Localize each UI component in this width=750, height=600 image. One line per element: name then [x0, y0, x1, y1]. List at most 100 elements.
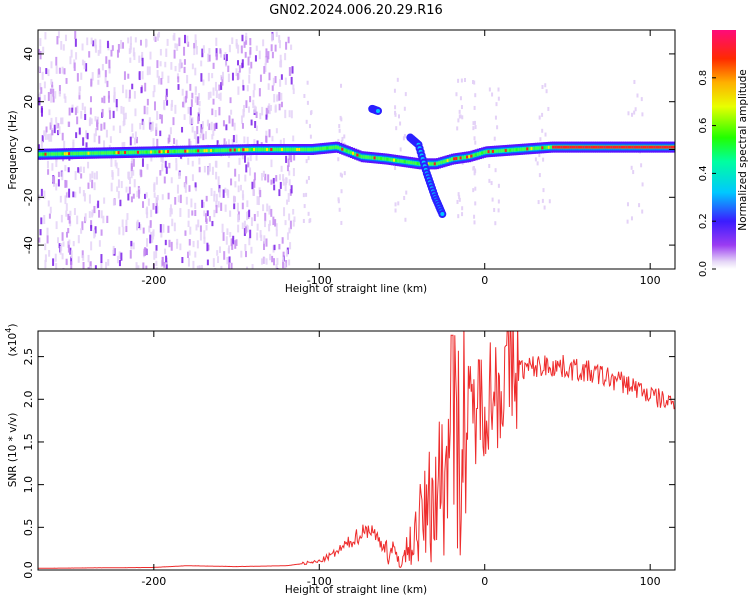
- ridge-cell: [513, 148, 517, 152]
- noise-cell: [164, 61, 167, 68]
- ridge-cell: [438, 161, 442, 165]
- noise-cell: [52, 258, 55, 266]
- ridge-peak: [162, 150, 166, 154]
- noise-cell: [473, 214, 476, 219]
- noise-cell: [146, 163, 149, 170]
- noise-cell: [226, 256, 229, 265]
- noise-cell: [222, 232, 225, 241]
- noise-cell: [83, 193, 86, 202]
- noise-cell: [204, 131, 207, 140]
- noise-cell: [41, 71, 44, 80]
- noise-cell: [267, 83, 270, 90]
- noise-cell: [245, 100, 248, 108]
- ridge-cell: [362, 155, 366, 159]
- noise-cell: [112, 245, 115, 254]
- noise-cell: [84, 113, 87, 121]
- noise-cell: [256, 223, 259, 231]
- noise-cell: [544, 83, 547, 88]
- noise-cell: [337, 157, 340, 162]
- noise-cell: [39, 82, 42, 90]
- noise-cell: [199, 231, 202, 241]
- noise-cell: [157, 76, 160, 85]
- noise-cell: [134, 37, 137, 43]
- noise-cell: [200, 60, 203, 67]
- noise-cell: [179, 194, 182, 204]
- noise-cell: [198, 166, 201, 173]
- noise-cell: [286, 232, 289, 240]
- noise-cell: [274, 76, 277, 84]
- noise-cell: [544, 132, 547, 137]
- noise-cell: [55, 183, 58, 191]
- noise-cell: [288, 170, 291, 176]
- noise-cell: [74, 171, 77, 180]
- noise-cell: [90, 37, 93, 45]
- ridge-peak: [547, 145, 551, 149]
- noise-cell: [73, 208, 76, 216]
- ridge-cell: [440, 160, 444, 164]
- noise-cell: [338, 207, 341, 212]
- noise-cell: [102, 215, 105, 224]
- snr-series-line: [38, 331, 675, 569]
- spectrogram-xtick-label: 0: [481, 274, 488, 287]
- noise-cell: [74, 38, 77, 47]
- noise-cell: [142, 227, 145, 234]
- noise-cell: [50, 61, 53, 69]
- noise-cell: [248, 209, 251, 218]
- noise-cell: [165, 95, 168, 101]
- ridge-cell: [104, 151, 108, 155]
- noise-cell: [68, 216, 71, 224]
- noise-cell: [208, 123, 211, 131]
- noise-cell: [70, 49, 73, 58]
- noise-cell: [60, 214, 63, 223]
- ridge-peak: [623, 145, 627, 149]
- noise-cell: [97, 79, 100, 85]
- noise-cell: [105, 261, 108, 269]
- noise-cell: [174, 104, 177, 114]
- noise-cell: [225, 54, 228, 62]
- noise-cell: [218, 106, 221, 116]
- noise-cell: [262, 204, 265, 212]
- noise-cell: [110, 158, 113, 167]
- ridge-peak: [661, 145, 665, 149]
- noise-cell: [284, 262, 287, 269]
- noise-cell: [280, 92, 283, 101]
- noise-cell: [250, 246, 253, 254]
- ridge-cell: [192, 149, 196, 153]
- noise-cell: [244, 51, 247, 58]
- ridge-peak: [233, 148, 237, 152]
- ridge-peak: [562, 145, 566, 149]
- noise-cell: [275, 264, 278, 269]
- noise-cell: [211, 73, 214, 79]
- noise-cell: [207, 72, 210, 82]
- ridge-cell: [347, 150, 351, 154]
- ridge-cell: [216, 148, 220, 152]
- noise-cell: [250, 217, 253, 227]
- ridge-cell: [102, 151, 106, 155]
- ridge-peak: [184, 149, 188, 153]
- noise-cell: [267, 51, 270, 60]
- noise-cell: [215, 37, 218, 46]
- noise-cell: [57, 130, 60, 136]
- noise-cell: [488, 87, 491, 92]
- noise-cell: [47, 200, 50, 207]
- noise-cell: [215, 171, 218, 180]
- noise-cell: [248, 74, 251, 84]
- noise-cell: [286, 165, 289, 172]
- ridge-peak: [117, 151, 121, 155]
- noise-cell: [265, 107, 268, 115]
- noise-cell: [116, 49, 119, 58]
- noise-cell: [129, 57, 132, 63]
- noise-cell: [396, 77, 399, 82]
- ridge-cell: [98, 151, 102, 155]
- noise-cell: [215, 122, 218, 129]
- noise-cell: [93, 205, 96, 214]
- noise-cell: [305, 119, 308, 124]
- ridge-peak: [631, 145, 635, 149]
- noise-cell: [123, 113, 126, 122]
- noise-cell: [265, 238, 268, 247]
- noise-cell: [280, 74, 283, 80]
- noise-cell: [538, 115, 541, 120]
- noise-cell: [254, 55, 257, 62]
- ridge-cell: [55, 152, 59, 156]
